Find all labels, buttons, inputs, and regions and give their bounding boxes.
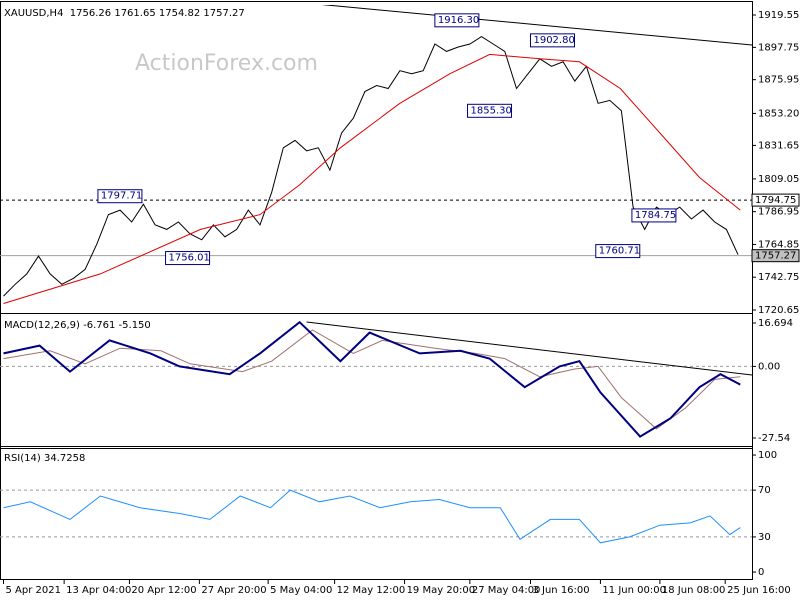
panel-title: XAUUSD,H4 1756.26 1761.65 1754.82 1757.2… [4,8,245,19]
x-tick-label: 13 Apr 04:00 [66,585,131,596]
y-tick-label: 100 [758,450,777,461]
y-tick-label: -27.54 [758,433,790,444]
series-line [3,320,741,438]
annotation-box [467,103,513,118]
x-tick-label: 11 Jun 00:00 [602,585,666,596]
y-tick-label: 1875.95 [758,75,799,86]
x-tick-label: 20 Apr 12:00 [131,585,196,596]
x-tick-label: 25 Jun 16:00 [727,585,791,596]
annotation-box [631,208,677,223]
y-tick-label: 1809.05 [758,174,799,185]
panel-title: RSI(14) 34.7258 [4,453,85,464]
plot-area [0,320,752,438]
annotation-label: 1756.01 [169,253,210,264]
x-tick-label: 19 May 20:00 [407,585,476,596]
series-line [3,489,741,544]
y-tick-label: 16.694 [758,318,793,329]
y-tick-label: 1853.20 [758,108,799,119]
annotation-box [434,13,480,28]
plot-area [0,489,752,544]
y-tick-label: 0.00 [758,361,780,372]
panel-frame [0,446,753,580]
annotation-label: 1916.30 [438,15,479,26]
y-tick-label: 30 [758,532,771,543]
panel-title: MACD(12,26,9) -6.761 -5.150 [4,320,151,331]
y-tick-label: 1897.75 [758,42,799,53]
price-label-box [751,249,800,263]
y-tick-label: 0 [758,567,764,578]
y-tick-label: 1742.75 [758,272,799,283]
series-line [321,5,752,46]
x-tick-label: 18 Jun 08:00 [662,585,726,596]
series-line [3,36,739,297]
watermark: ActionForex.com [135,51,318,76]
y-tick-label: 1764.85 [758,239,799,250]
annotation-label: 1784.75 [635,210,676,221]
price-label-box [751,193,800,207]
annotation-label: 1797.71 [101,191,142,202]
annotation-label: 1902.80 [533,35,574,46]
annotation-box [97,189,143,204]
y-tick-label: 70 [758,485,771,496]
annotation-box [529,33,575,48]
y-tick-label: 1919.55 [758,10,799,21]
series-line [3,53,741,304]
y-tick-label: 1786.95 [758,207,799,218]
x-tick-label: 5 Apr 2021 [5,585,60,596]
x-tick-label: 12 May 12:00 [337,585,406,596]
x-tick-label: 27 May 04:00 [472,585,541,596]
annotation-box [595,244,641,259]
annotation-label: 1855.30 [471,105,512,116]
plot-area [0,5,752,304]
annotation-label: 1760.71 [599,246,640,257]
x-tick-label: 3 Jun 16:00 [532,585,589,596]
annotation-box [165,251,211,266]
price-label: 1757.27 [755,251,796,262]
panel-frame [0,313,753,449]
x-tick-label: 27 Apr 20:00 [201,585,266,596]
price-label: 1794.75 [755,195,796,206]
y-tick-label: 1831.65 [758,140,799,151]
x-tick-label: 5 May 04:00 [270,585,332,596]
y-tick-label: 1720.65 [758,305,799,316]
series-line [306,321,752,376]
